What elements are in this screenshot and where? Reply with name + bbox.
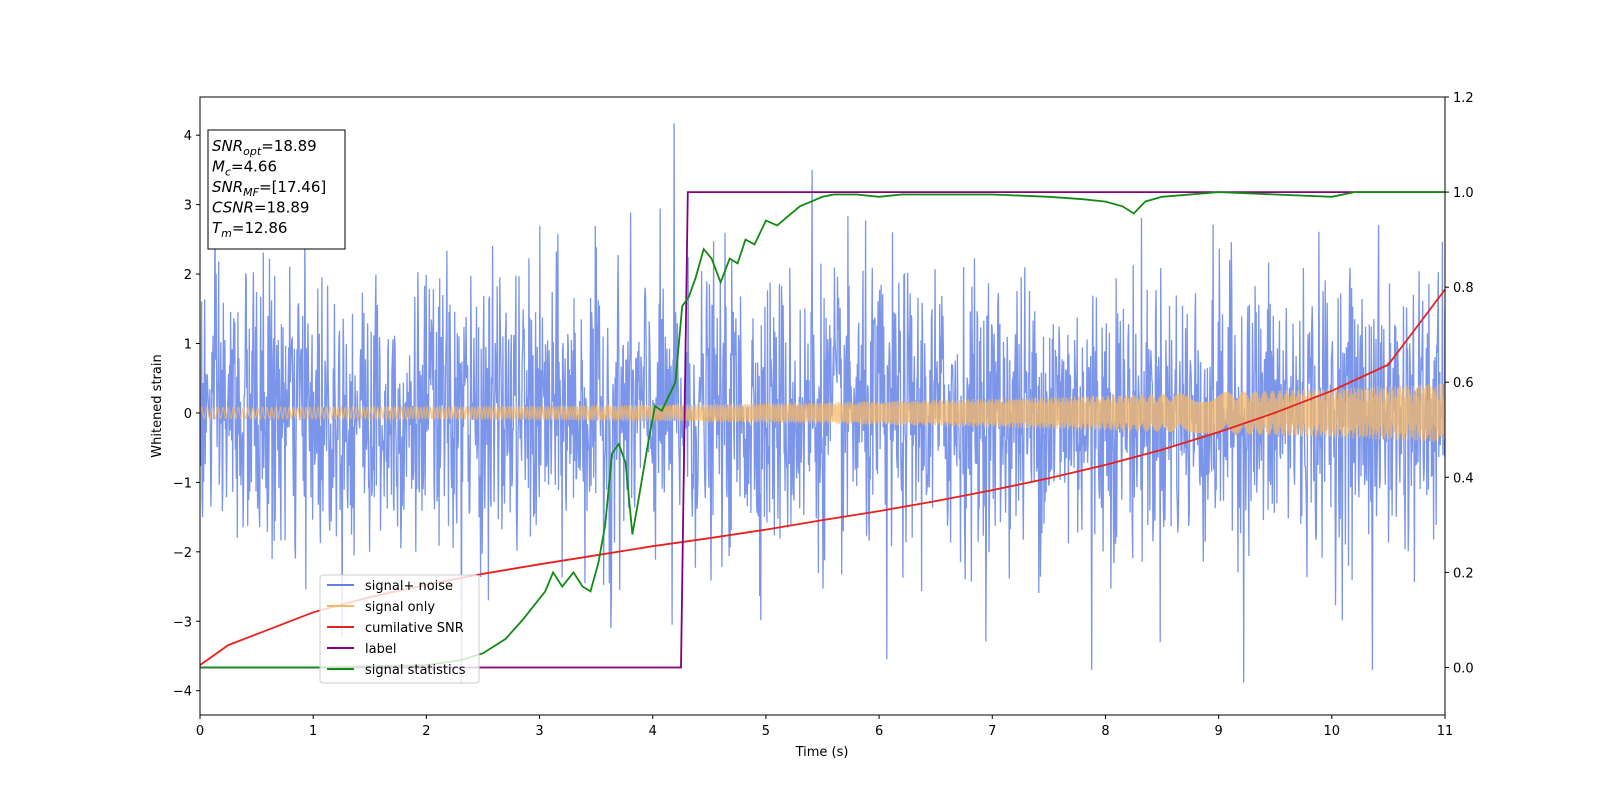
x-tick-label: 2 bbox=[422, 724, 430, 739]
legend-entry: signal statistics bbox=[365, 663, 466, 678]
info-line: SNRopt=18.89 bbox=[212, 137, 317, 158]
y-axis-left: −4 −3 −2 −1 0 1 2 3 4 bbox=[173, 129, 200, 700]
legend: signal+ noise signal only cumilative SNR la… bbox=[319, 574, 480, 684]
info-line: Mc=4.66 bbox=[212, 158, 277, 179]
x-axis-label: Time (s) bbox=[795, 745, 849, 760]
y-tick-label: 4 bbox=[184, 129, 192, 144]
x-tick-label: 6 bbox=[875, 724, 883, 739]
y2-tick-label: 0.8 bbox=[1453, 281, 1474, 296]
x-tick-label: 4 bbox=[649, 724, 657, 739]
x-tick-label: 11 bbox=[1437, 724, 1454, 739]
y-tick-label: −2 bbox=[173, 546, 192, 561]
x-axis: 0 1 2 3 4 5 6 7 8 9 10 11 bbox=[196, 715, 1453, 739]
legend-entry: label bbox=[365, 642, 396, 657]
x-tick-label: 9 bbox=[1214, 724, 1222, 739]
y-tick-label: −1 bbox=[173, 476, 192, 491]
x-tick-label: 8 bbox=[1101, 724, 1109, 739]
y2-tick-label: 1.2 bbox=[1453, 91, 1474, 106]
series-signal-noise bbox=[200, 123, 1445, 684]
y-axis-label: Whitened strain bbox=[150, 354, 165, 457]
series-signal-statistics bbox=[200, 191, 1445, 669]
y-tick-label: −4 bbox=[173, 685, 192, 700]
x-tick-label: 7 bbox=[988, 724, 996, 739]
y-tick-label: 2 bbox=[184, 268, 192, 283]
y-tick-label: 1 bbox=[184, 338, 192, 353]
y-tick-label: 3 bbox=[184, 199, 192, 214]
y2-tick-label: 0.6 bbox=[1453, 376, 1474, 391]
info-line: SNRMF=[17.46] bbox=[212, 178, 326, 199]
legend-entry: cumilative SNR bbox=[365, 621, 464, 636]
y2-tick-label: 0.2 bbox=[1453, 566, 1474, 581]
series-signal-only bbox=[200, 383, 1445, 442]
x-tick-label: 3 bbox=[535, 724, 543, 739]
info-line: CSNR=18.89 bbox=[212, 199, 309, 217]
legend-entry: signal only bbox=[365, 600, 435, 615]
x-tick-label: 10 bbox=[1324, 724, 1341, 739]
y2-tick-label: 1.0 bbox=[1453, 186, 1474, 201]
y-axis-right: 0.0 0.2 0.4 0.6 0.8 1.0 1.2 bbox=[1445, 91, 1474, 676]
y2-tick-label: 0.4 bbox=[1453, 471, 1474, 486]
y-tick-label: 0 bbox=[184, 407, 192, 422]
y-tick-label: −3 bbox=[173, 615, 192, 630]
x-tick-label: 1 bbox=[309, 724, 317, 739]
x-tick-label: 0 bbox=[196, 724, 204, 739]
legend-entry: signal+ noise bbox=[365, 579, 453, 594]
y2-tick-label: 0.0 bbox=[1453, 661, 1474, 676]
x-tick-label: 5 bbox=[762, 724, 770, 739]
info-line: Tm=12.86 bbox=[212, 219, 287, 240]
plot-frame bbox=[199, 96, 1446, 716]
info-box: SNRopt=18.89Mc=4.66SNRMF=[17.46]CSNR=18.… bbox=[207, 129, 346, 250]
